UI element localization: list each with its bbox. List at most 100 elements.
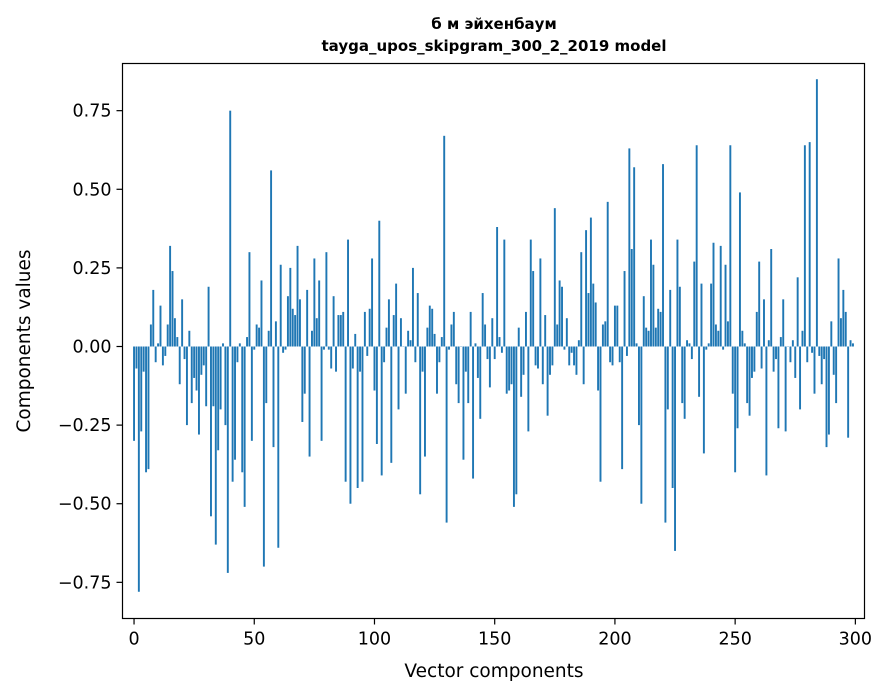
bar xyxy=(176,337,179,347)
bar xyxy=(332,296,335,347)
bar xyxy=(361,346,364,482)
bar xyxy=(484,324,487,347)
bar xyxy=(808,142,811,347)
bar xyxy=(154,346,157,363)
y-tick-label: −0.25 xyxy=(58,416,112,436)
x-axis-label: Vector components xyxy=(404,661,583,682)
bar xyxy=(647,330,650,347)
bar xyxy=(688,343,691,347)
bar xyxy=(438,346,441,363)
bar xyxy=(464,346,467,372)
bar xyxy=(832,346,835,375)
bar xyxy=(226,346,229,573)
bar xyxy=(210,346,212,517)
bar xyxy=(448,346,450,350)
bar xyxy=(315,318,318,347)
bar xyxy=(712,242,715,347)
bar xyxy=(231,346,234,482)
bar xyxy=(522,346,525,375)
bar xyxy=(407,330,410,347)
bar xyxy=(791,340,794,347)
bar xyxy=(508,346,511,391)
bar xyxy=(585,230,588,347)
bar xyxy=(373,346,376,391)
bar xyxy=(527,346,530,432)
bar xyxy=(296,245,299,347)
bar xyxy=(265,346,268,404)
bar xyxy=(657,308,660,347)
bar xyxy=(164,346,167,356)
bar xyxy=(330,346,333,369)
bar xyxy=(664,346,667,523)
x-tick-label: 250 xyxy=(718,630,751,650)
bar xyxy=(472,346,475,479)
bar xyxy=(378,220,381,347)
bar xyxy=(181,299,184,347)
bar xyxy=(736,346,739,429)
y-axis-label: Components values xyxy=(14,249,35,432)
bar xyxy=(395,283,398,347)
bar xyxy=(748,346,751,416)
bar xyxy=(801,330,804,347)
bar xyxy=(669,289,672,347)
bar xyxy=(580,252,583,347)
y-tick-label: 0.00 xyxy=(73,338,112,358)
bar xyxy=(852,343,854,347)
bar xyxy=(818,346,821,356)
bar xyxy=(577,340,580,347)
bar xyxy=(135,346,138,369)
bar xyxy=(520,346,523,397)
bar xyxy=(428,305,431,347)
bar xyxy=(650,239,652,347)
bar xyxy=(356,346,359,488)
bar xyxy=(491,318,494,347)
bar xyxy=(746,346,749,404)
bar xyxy=(751,346,753,378)
bar xyxy=(298,299,301,347)
bar xyxy=(565,318,568,347)
bar xyxy=(633,167,636,347)
bar xyxy=(616,305,619,347)
bar xyxy=(241,346,244,473)
bar xyxy=(351,346,354,369)
bar xyxy=(621,346,624,470)
bar xyxy=(510,346,513,385)
bar xyxy=(659,311,662,347)
bar xyxy=(217,346,220,451)
chart-title: б м эйхенбаум xyxy=(431,15,556,33)
bar xyxy=(642,296,645,347)
bar xyxy=(767,340,770,347)
y-tick-label: −0.75 xyxy=(58,573,112,593)
bar xyxy=(551,346,554,366)
bar xyxy=(409,340,412,347)
bar xyxy=(763,299,765,347)
bar xyxy=(623,271,626,347)
bar xyxy=(532,271,535,347)
bar xyxy=(770,249,773,347)
bar xyxy=(284,346,287,350)
bar xyxy=(474,343,477,347)
bar xyxy=(349,346,352,504)
bar xyxy=(363,311,366,347)
x-tick-label: 200 xyxy=(598,630,631,650)
bar xyxy=(700,283,703,347)
bar xyxy=(202,346,205,366)
bar xyxy=(630,249,633,347)
bar xyxy=(327,346,330,350)
bar xyxy=(404,346,407,394)
x-tick-label: 0 xyxy=(128,630,139,650)
bar xyxy=(219,346,222,410)
bar xyxy=(185,346,188,426)
bar xyxy=(760,346,763,369)
bar xyxy=(609,346,612,363)
bar xyxy=(549,346,551,375)
bar xyxy=(380,346,383,476)
bar xyxy=(222,343,224,347)
bar xyxy=(741,330,744,347)
bar xyxy=(178,346,181,385)
bar xyxy=(200,346,203,375)
bar xyxy=(385,327,388,347)
y-tick-label: 0.25 xyxy=(73,259,112,279)
bar xyxy=(452,311,455,347)
bar xyxy=(782,299,785,347)
